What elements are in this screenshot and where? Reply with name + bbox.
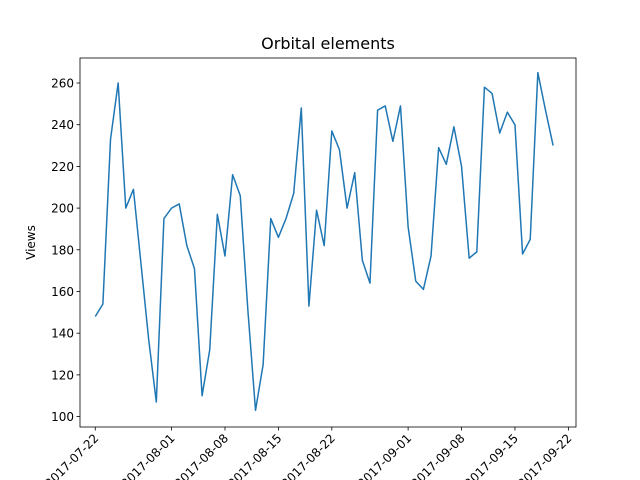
y-tick-label: 220 (51, 160, 74, 174)
x-tick-label: 2017-09-01 (355, 431, 414, 480)
x-tick-label: 2017-08-08 (172, 431, 231, 480)
y-axis: 100 120 140 160 180 200 220 240 260 (51, 77, 80, 424)
y-tick-label: 240 (51, 118, 74, 132)
x-axis: 2017-07-22 2017-08-012017-08-082017-08-15… (42, 427, 574, 480)
y-tick-label: 140 (51, 327, 74, 341)
x-tick-label: 2017-09-22 (515, 431, 574, 480)
series-line (94, 71, 554, 412)
y-tick-label: 120 (51, 368, 74, 382)
y-tick-label: 260 (51, 77, 74, 91)
chart-title: Orbital elements (261, 34, 395, 53)
axes-frame (79, 57, 577, 428)
y-tick-label: 200 (51, 202, 74, 216)
x-tick-label: 2017-07-22 (42, 431, 101, 480)
y-tick-label: 180 (51, 243, 74, 257)
x-tick-label: 2017-08-22 (279, 431, 338, 480)
x-tick-label: 2017-08-15 (225, 431, 284, 480)
x-tick-label: 2017-09-15 (462, 431, 521, 480)
y-tick-label: 160 (51, 285, 74, 299)
y-tick-label: 100 (51, 410, 74, 424)
x-tick-label: 2017-08-01 (118, 431, 177, 480)
x-tick-label: 2017-09-08 (408, 431, 467, 480)
y-axis-label: Views (24, 225, 38, 260)
